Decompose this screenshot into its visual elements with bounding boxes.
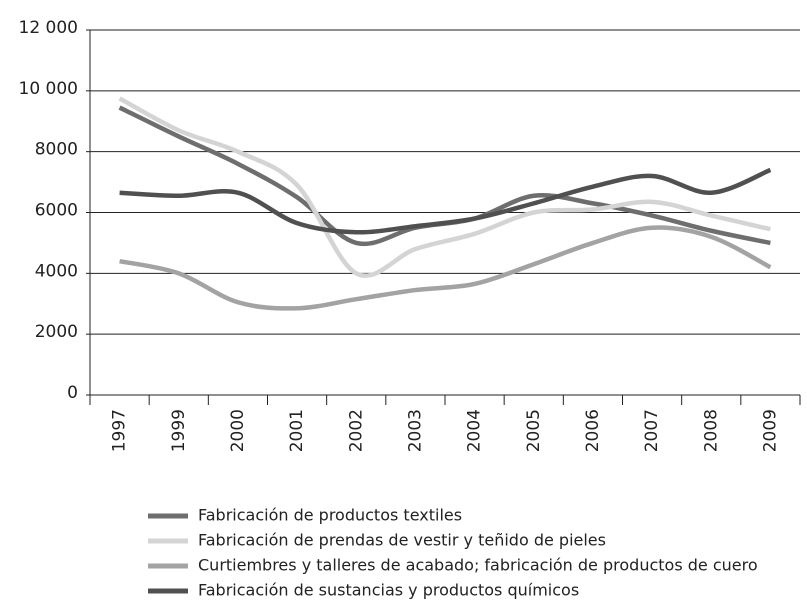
line bbox=[118, 96, 771, 278]
x-tick-label: 2003 bbox=[405, 409, 425, 452]
x-tick-label: 1999 bbox=[169, 409, 189, 452]
y-tick-label: 2000 bbox=[35, 322, 78, 342]
x-tick-label: 2002 bbox=[346, 409, 366, 452]
y-tick-label: 6000 bbox=[35, 201, 78, 221]
x-tick-label: 2000 bbox=[228, 409, 248, 452]
y-tick-label: 10 000 bbox=[19, 79, 78, 99]
y-tick-label: 12 000 bbox=[19, 18, 78, 38]
y-tick-label: 4000 bbox=[35, 261, 78, 281]
x-tick-label: 2001 bbox=[287, 409, 307, 452]
y-tick-label: 8000 bbox=[35, 140, 78, 160]
line bbox=[119, 167, 772, 235]
x-tick-label: 2006 bbox=[583, 409, 603, 452]
x-tick-label: 2005 bbox=[524, 409, 544, 452]
x-tick-label: 2004 bbox=[465, 409, 485, 452]
x-tick-label: 2007 bbox=[642, 409, 662, 452]
y-tick-label: 0 bbox=[67, 383, 78, 403]
legend-label: Fabricación de productos textiles bbox=[198, 506, 462, 525]
legend-label: Curtiembres y talleres de acabado; fabri… bbox=[198, 556, 758, 575]
line bbox=[119, 225, 772, 311]
x-tick-label: 1997 bbox=[110, 409, 130, 452]
x-tick-label: 2009 bbox=[760, 409, 780, 452]
legend-label: Fabricación de prendas de vestir y teñid… bbox=[198, 531, 606, 550]
x-tick-label: 2008 bbox=[701, 409, 721, 452]
legend-label: Fabricación de sustancias y productos qu… bbox=[198, 581, 579, 600]
